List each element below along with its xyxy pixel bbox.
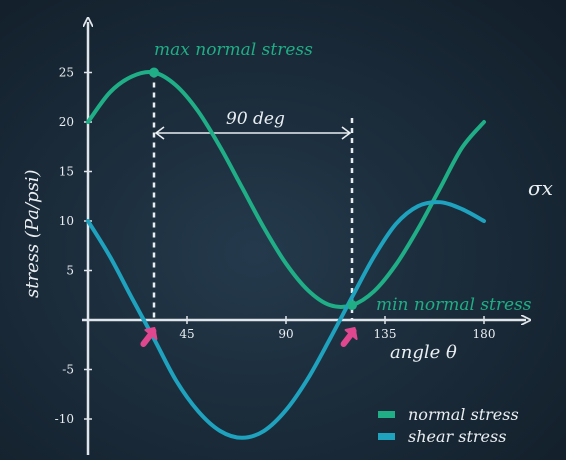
series-line-normal-stress [86, 70, 486, 309]
legend-label-normal: normal stress [408, 405, 519, 424]
sigma-x-label: σx [528, 176, 553, 200]
y-tick-label-4: 5 [66, 264, 74, 278]
legend: normal stress shear stress [378, 405, 519, 446]
y-axis-title: stress (Pa/psi) [22, 169, 43, 298]
max-point-dot [149, 67, 159, 78]
legend-label-shear: shear stress [408, 427, 506, 446]
zero-crossing-arrow-1 [340, 327, 358, 347]
x-tick-label-0: 45 [179, 327, 194, 341]
guides-layer [152, 72, 354, 320]
min-normal-stress-label: min normal stress [376, 295, 532, 315]
x-tick-label-2: 135 [374, 327, 397, 341]
ticks-layer: 45 90 135 180 25 20 15 10 5 -5 -10 [55, 66, 496, 427]
legend-swatch-shear [378, 433, 395, 440]
series-layer [86, 70, 486, 440]
y-tick-label-5: -5 [62, 363, 74, 377]
legend-swatch-normal [378, 411, 395, 418]
zero-crossing-arrow-0 [140, 327, 158, 347]
min-point-dot [347, 300, 357, 311]
y-tick-label-0: 25 [59, 66, 74, 80]
x-tick-label-3: 180 [473, 327, 496, 341]
series-line-shear-stress [86, 200, 486, 440]
y-tick-label-3: 10 [59, 214, 74, 228]
x-tick-label-1: 90 [278, 327, 293, 341]
span-label: 90 deg [226, 109, 285, 129]
y-tick-label-2: 15 [59, 165, 74, 179]
y-tick-label-6: -10 [55, 412, 74, 426]
max-normal-stress-label: max normal stress [154, 40, 313, 60]
markers-layer [140, 67, 358, 347]
span-arrow-right [341, 126, 352, 140]
y-tick-label-1: 20 [59, 115, 74, 129]
x-axis-title: angle θ [390, 342, 457, 363]
span-arrow-left [154, 126, 165, 140]
